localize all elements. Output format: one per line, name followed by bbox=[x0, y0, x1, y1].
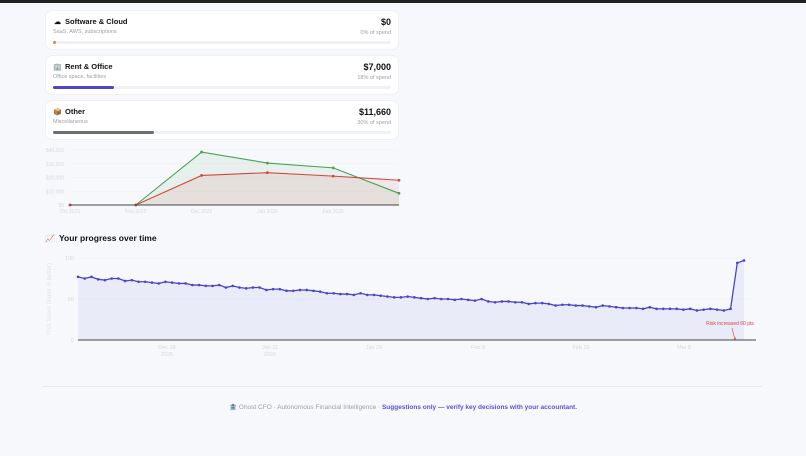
svg-text:Mar 8: Mar 8 bbox=[677, 345, 691, 351]
svg-text:Feb 2026: Feb 2026 bbox=[323, 209, 344, 215]
svg-text:$40,000: $40,000 bbox=[46, 148, 64, 154]
cashflow-chart: $0 $10,000 $20,000 $30,000 $40,000 Oct 2025 No… bbox=[46, 148, 401, 215]
svg-text:Dec 28: Dec 28 bbox=[158, 345, 175, 351]
svg-text:Jan 25: Jan 25 bbox=[366, 345, 383, 351]
ghost-icon: 🏦 bbox=[228, 404, 238, 411]
progress-section-title: 📈 Your progress over time bbox=[45, 233, 157, 243]
svg-text:2026: 2026 bbox=[264, 352, 276, 358]
package-icon: 📦 bbox=[53, 108, 62, 116]
spend-bar bbox=[53, 86, 391, 89]
svg-text:50: 50 bbox=[68, 297, 74, 303]
svg-text:$0: $0 bbox=[58, 203, 64, 209]
category-percent: 18% of spend bbox=[357, 75, 391, 81]
svg-text:$20,000: $20,000 bbox=[46, 176, 64, 182]
progress-title-text: Your progress over time bbox=[58, 233, 157, 243]
footer-disclaimer: Suggestions only — verify key decisions … bbox=[381, 404, 578, 411]
svg-text:$30,000: $30,000 bbox=[46, 162, 64, 168]
spend-bar-fill bbox=[53, 131, 155, 134]
footer-divider bbox=[42, 386, 762, 387]
category-percent: 30% of spend bbox=[357, 120, 391, 126]
category-amount: $11,660 bbox=[358, 107, 391, 117]
category-card[interactable]: 🏢 Rent & Office Office space, facilities … bbox=[46, 56, 398, 94]
svg-text:Jan 2026: Jan 2026 bbox=[257, 209, 278, 215]
category-name: Rent & Office bbox=[65, 62, 113, 71]
footer-brand: Ghost CFO · Autonomous Financial Intelli… bbox=[238, 404, 382, 411]
spend-bar bbox=[53, 41, 391, 44]
svg-text:100: 100 bbox=[65, 256, 74, 262]
svg-text:Risk increased 60 pts: Risk increased 60 pts bbox=[706, 321, 754, 327]
svg-text:$10,000: $10,000 bbox=[46, 189, 64, 195]
svg-text:Oct 2025: Oct 2025 bbox=[60, 209, 81, 215]
footer: 🏦 Ghost CFO · Autonomous Financial Intel… bbox=[0, 403, 806, 411]
spend-bar-fill bbox=[53, 41, 57, 44]
category-card[interactable]: ☁ Software & Cloud SaaS, AWS, subscriptio… bbox=[46, 11, 398, 49]
office-building-icon: 🏢 bbox=[53, 63, 62, 71]
svg-text:2025: 2025 bbox=[161, 352, 173, 358]
category-amount: $0 bbox=[380, 17, 391, 27]
svg-text:Feb 22: Feb 22 bbox=[572, 345, 589, 351]
spend-bar-fill bbox=[53, 86, 114, 89]
category-name: Other bbox=[65, 107, 86, 116]
category-amount: $7,000 bbox=[363, 62, 391, 72]
svg-text:Risk Score (lower is better): Risk Score (lower is better) bbox=[47, 263, 53, 335]
risk-score-chart: 0 50 100 Risk Score (lower is better) Dec 28… bbox=[47, 256, 756, 358]
svg-text:Jan 11: Jan 11 bbox=[262, 345, 278, 351]
cloud-icon: ☁ bbox=[54, 18, 61, 26]
category-description: SaaS, AWS, subscriptions bbox=[53, 29, 117, 35]
category-description: Office space, facilities bbox=[53, 74, 107, 80]
chart-increasing-icon: 📈 bbox=[45, 233, 55, 243]
window-top-bar bbox=[0, 0, 806, 3]
category-card[interactable]: 📦 Other Miscellaneous $11,660 30% of spen… bbox=[46, 101, 398, 139]
spend-bar bbox=[53, 131, 391, 134]
category-name: Software & Cloud bbox=[65, 17, 128, 26]
svg-text:Feb 8: Feb 8 bbox=[471, 345, 485, 351]
category-percent: 0% of spend bbox=[360, 30, 391, 36]
category-description: Miscellaneous bbox=[53, 119, 88, 125]
svg-text:Dec 2025: Dec 2025 bbox=[191, 209, 213, 215]
svg-text:Nov 2025: Nov 2025 bbox=[125, 209, 147, 215]
svg-text:0: 0 bbox=[71, 338, 74, 344]
